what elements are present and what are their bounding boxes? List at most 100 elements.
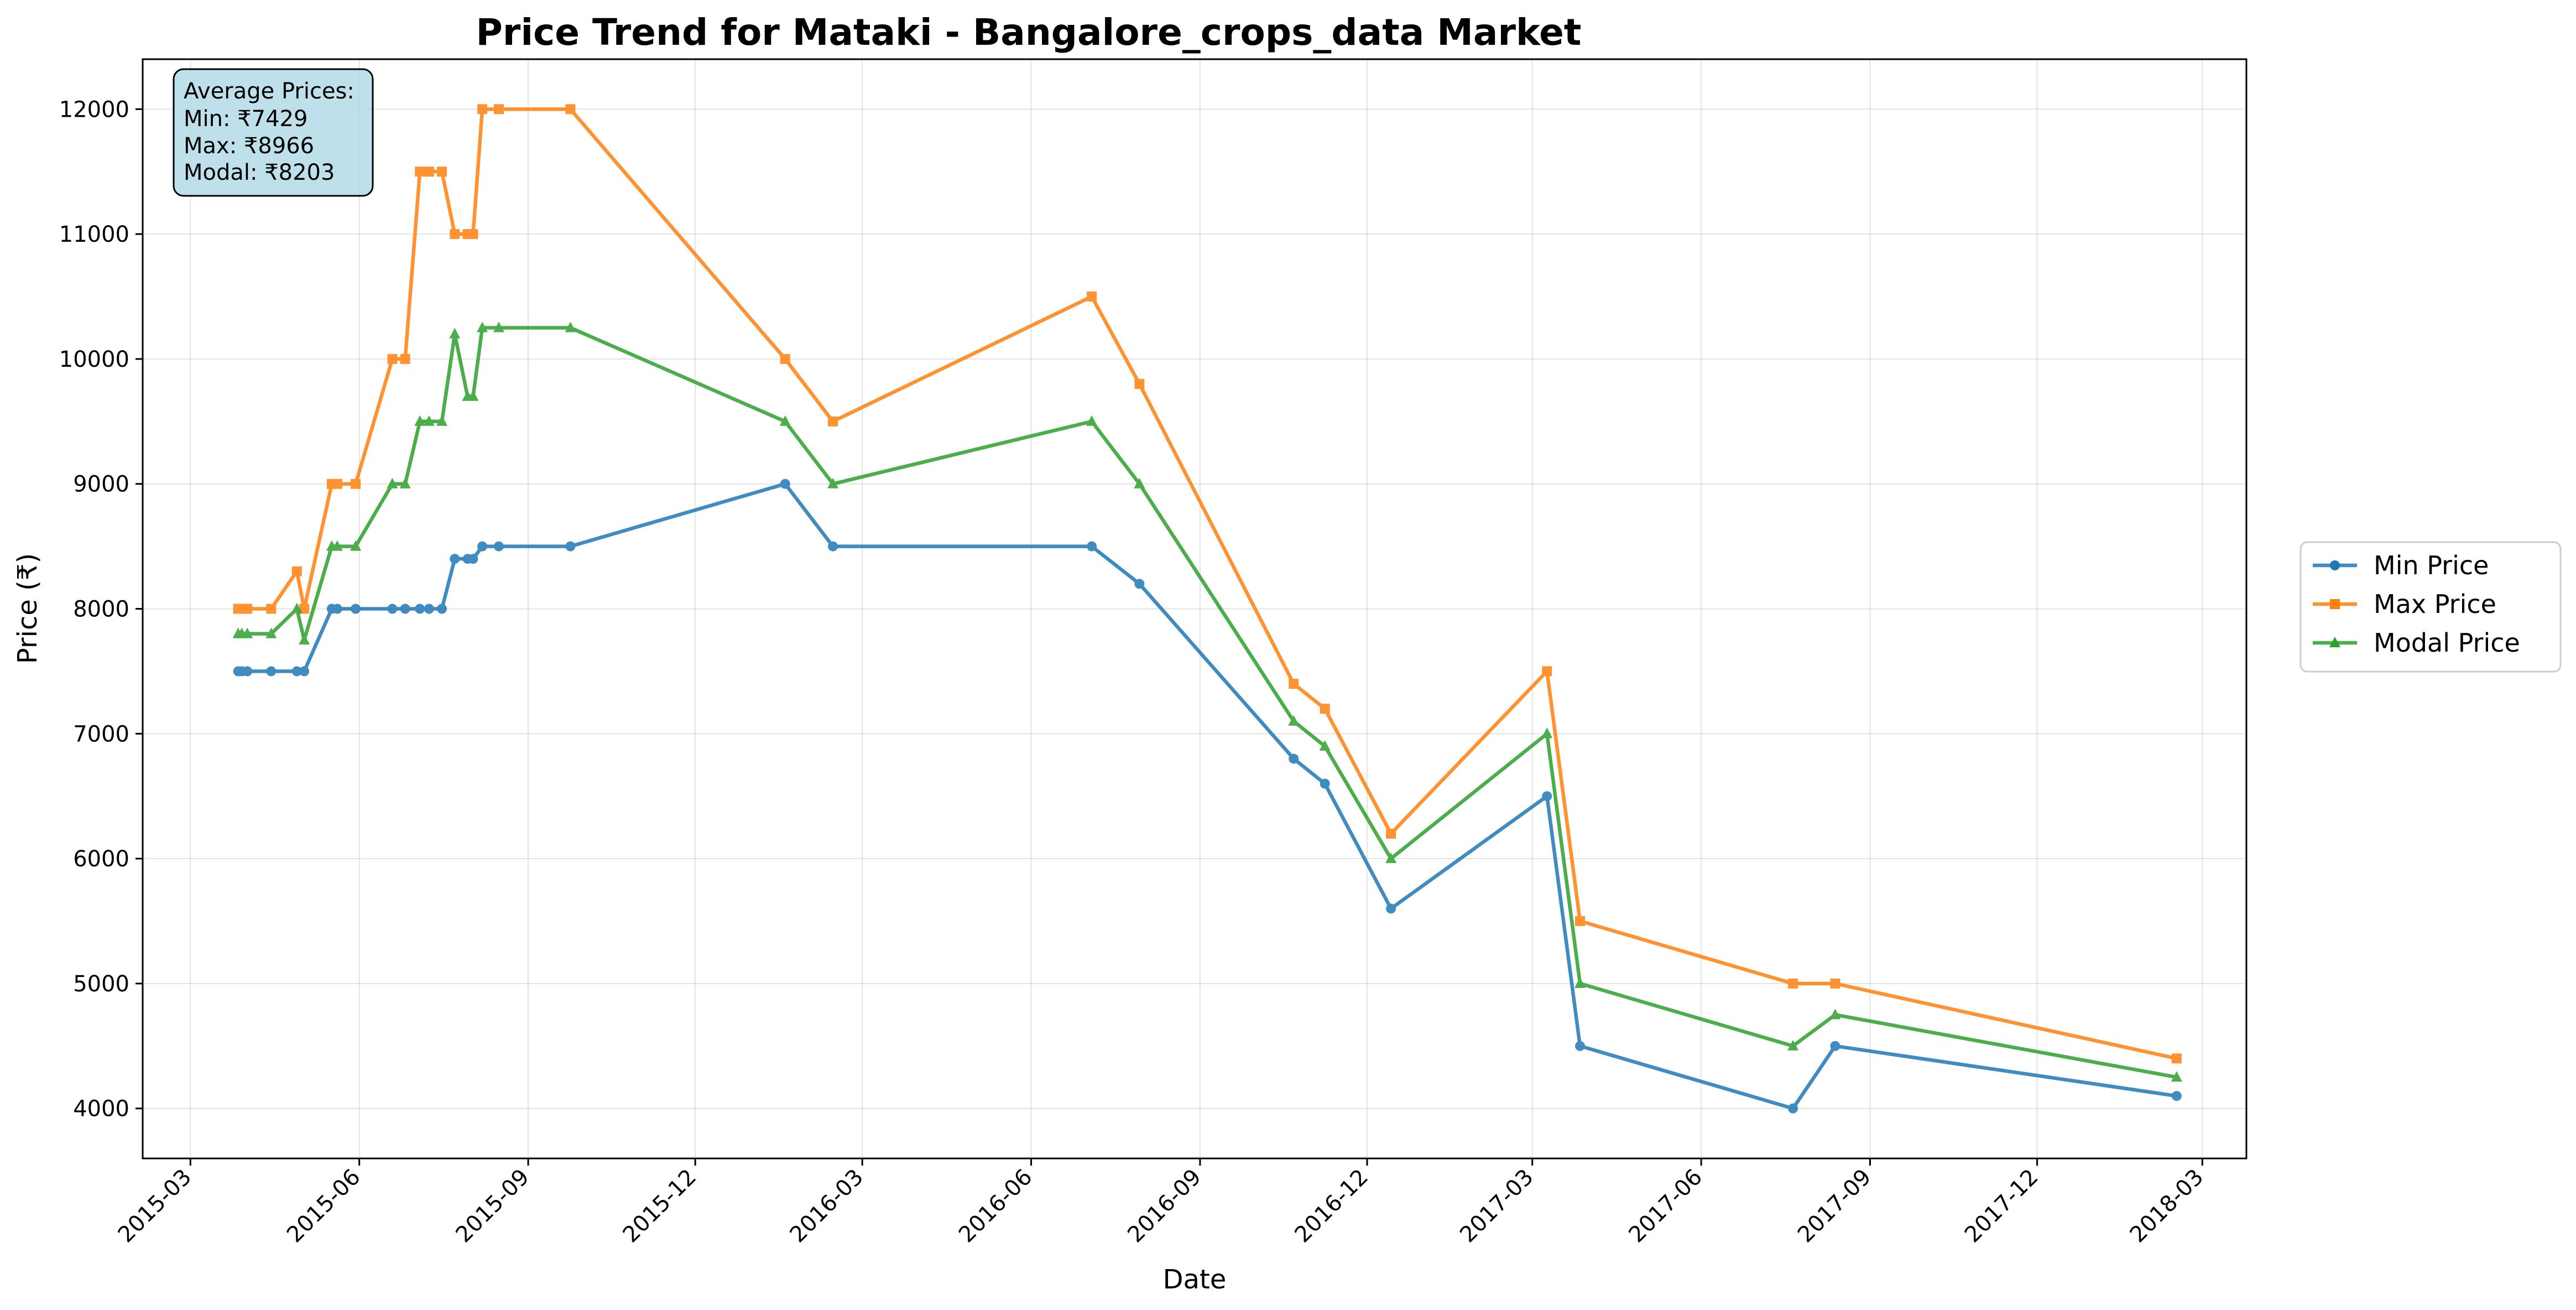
min-price-point bbox=[242, 666, 253, 677]
min-price-point bbox=[387, 604, 398, 614]
max-price-point bbox=[2171, 1053, 2182, 1064]
max-price-point bbox=[387, 354, 398, 364]
x-axis-label: Date bbox=[1163, 1264, 1227, 1295]
max-price-point bbox=[1542, 666, 1552, 677]
average-prices-heading: Average Prices: bbox=[184, 79, 354, 104]
modal-price-point bbox=[1319, 740, 1331, 751]
max-price-point bbox=[1320, 704, 1330, 714]
average-prices-box: Average Prices: Min: ₹7429 Max: ₹8966 Mo… bbox=[173, 68, 374, 197]
legend-label: Min Price bbox=[2374, 550, 2489, 580]
max-price-point bbox=[477, 104, 488, 115]
max-price-series bbox=[233, 104, 2182, 1064]
min-price-point bbox=[415, 604, 425, 614]
min-price-point bbox=[332, 604, 342, 614]
modal-price-point bbox=[827, 477, 839, 488]
min-price-series bbox=[233, 479, 2182, 1114]
modal-price-point bbox=[477, 321, 488, 332]
legend: Min Price Max Price Modal Price bbox=[2299, 541, 2562, 673]
modal-price-point bbox=[331, 540, 343, 551]
min-price-point bbox=[424, 604, 434, 614]
max-price-line bbox=[236, 107, 2179, 1061]
modal-price-point bbox=[265, 627, 277, 638]
series-layer bbox=[232, 104, 2182, 1114]
min-price-point bbox=[1542, 791, 1552, 802]
max-price-point bbox=[493, 104, 504, 115]
x-tick-label: 2015-09 bbox=[451, 1165, 534, 1248]
modal-price-point bbox=[436, 415, 448, 426]
y-tick-label: 8000 bbox=[73, 597, 129, 622]
y-axis: 4000 5000 6000 7000 8000 9000 10000 11000 12000 bbox=[59, 97, 143, 1122]
max-price-point bbox=[828, 416, 838, 427]
min-price-point bbox=[493, 541, 504, 552]
min-price-point bbox=[1320, 778, 1330, 789]
max-price-point bbox=[780, 354, 790, 364]
legend-item-max-price: Max Price bbox=[2313, 589, 2496, 619]
max-price-point bbox=[242, 604, 253, 614]
modal-price-point bbox=[493, 321, 504, 332]
x-tick-label: 2016-09 bbox=[1123, 1165, 1206, 1248]
max-price-point bbox=[1134, 379, 1145, 389]
min-price-point bbox=[565, 541, 576, 552]
min-price-point bbox=[1830, 1041, 1840, 1051]
min-price-point bbox=[291, 666, 302, 677]
min-price-point bbox=[1289, 753, 1299, 764]
average-modal: Modal: ₹8203 bbox=[184, 160, 335, 185]
modal-price-point bbox=[1288, 715, 1300, 726]
min-price-point bbox=[351, 604, 361, 614]
max-price-point bbox=[299, 604, 310, 614]
average-min: Min: ₹7429 bbox=[184, 106, 307, 132]
x-tick-label: 2015-06 bbox=[282, 1165, 366, 1248]
max-price-point bbox=[1087, 292, 1097, 302]
min-price-point bbox=[437, 604, 447, 614]
y-tick-label: 6000 bbox=[73, 846, 129, 872]
min-price-point bbox=[1134, 579, 1145, 589]
min-price-point bbox=[299, 666, 310, 677]
min-price-point bbox=[1087, 541, 1097, 552]
min-price-point bbox=[266, 666, 277, 677]
max-price-point bbox=[415, 167, 425, 177]
min-price-point bbox=[828, 541, 838, 552]
legend-label: Modal Price bbox=[2374, 628, 2520, 658]
y-tick-label: 11000 bbox=[59, 222, 129, 247]
max-price-point bbox=[266, 604, 277, 614]
min-price-point bbox=[1788, 1103, 1798, 1114]
legend-swatch-marker bbox=[2329, 637, 2340, 647]
max-price-point bbox=[400, 354, 410, 364]
y-axis-label: Price (₹) bbox=[12, 553, 43, 664]
legend-swatch-marker bbox=[2330, 599, 2340, 609]
max-price-point bbox=[437, 167, 447, 177]
x-tick-label: 2016-12 bbox=[1290, 1165, 1373, 1248]
min-price-point bbox=[2171, 1091, 2182, 1101]
min-price-point bbox=[1386, 903, 1396, 914]
modal-price-point bbox=[414, 415, 426, 426]
y-tick-label: 12000 bbox=[59, 97, 129, 122]
modal-price-point bbox=[387, 477, 398, 488]
grid bbox=[143, 59, 2246, 1158]
modal-price-point bbox=[299, 633, 310, 644]
x-tick-label: 2016-06 bbox=[954, 1165, 1037, 1248]
x-axis: 2015-03 2015-06 2015-09 2015-12 2016-03 2016-… bbox=[113, 1158, 2208, 1248]
max-price-point bbox=[1289, 678, 1299, 689]
modal-price-point bbox=[1574, 977, 1586, 988]
max-price-point bbox=[424, 167, 434, 177]
min-price-point bbox=[477, 541, 488, 552]
modal-price-point bbox=[1541, 727, 1553, 739]
legend-item-modal-price: Modal Price bbox=[2313, 628, 2520, 658]
modal-price-point bbox=[291, 602, 303, 614]
max-price-point bbox=[291, 566, 302, 576]
min-price-point bbox=[468, 554, 478, 564]
modal-price-point bbox=[423, 415, 435, 426]
modal-price-point bbox=[350, 540, 362, 551]
max-price-point bbox=[351, 479, 361, 489]
min-price-point bbox=[1575, 1041, 1586, 1051]
max-price-point bbox=[468, 229, 478, 240]
y-tick-label: 4000 bbox=[73, 1096, 129, 1122]
modal-price-point bbox=[1385, 852, 1397, 864]
x-tick-label: 2017-06 bbox=[1624, 1165, 1708, 1248]
modal-price-point bbox=[1829, 1009, 1841, 1020]
y-tick-label: 7000 bbox=[73, 721, 129, 747]
modal-price-series bbox=[232, 321, 2182, 1082]
modal-price-point bbox=[1787, 1039, 1799, 1051]
max-price-point bbox=[450, 229, 460, 240]
